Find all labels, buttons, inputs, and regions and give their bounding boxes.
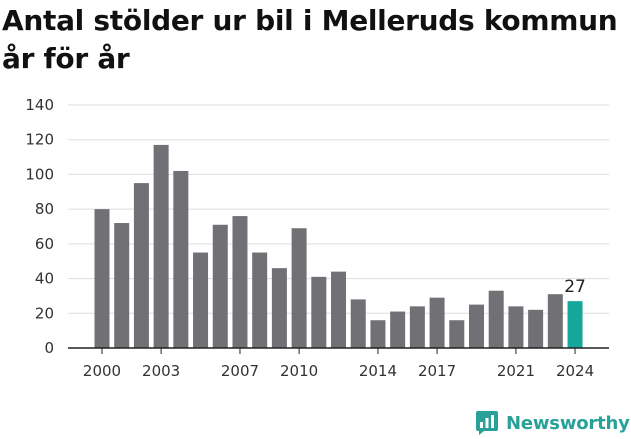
bar-2006 — [212, 224, 228, 348]
bar-2001 — [114, 223, 130, 348]
x-tick-label: 2007 — [221, 362, 259, 380]
bar-2018 — [449, 320, 465, 348]
x-tick-label: 2010 — [280, 362, 318, 380]
bar-chart-speech-icon — [476, 411, 498, 435]
bar-2019 — [468, 304, 484, 348]
bar-2017 — [429, 297, 445, 348]
data-labels: 27 — [564, 277, 586, 297]
bar-2023 — [547, 294, 563, 348]
bar-2004 — [173, 170, 189, 348]
x-tick-label: 2017 — [418, 362, 456, 380]
y-tick-label: 120 — [25, 131, 54, 149]
bar-2024 — [567, 301, 583, 348]
bar-2015 — [390, 311, 406, 348]
x-tick-label: 2003 — [142, 362, 180, 380]
y-tick-label: 60 — [35, 235, 54, 253]
bar-2009 — [271, 268, 287, 348]
bar-2020 — [488, 290, 504, 348]
bar-2010 — [291, 228, 307, 348]
bar-2008 — [252, 252, 268, 348]
bar-2000 — [94, 209, 110, 348]
y-tick-label: 140 — [25, 96, 54, 114]
bar-2005 — [193, 252, 209, 348]
newsworthy-logo: Newsworthy — [475, 408, 630, 438]
y-axis-ticks: 0 20 40 60 80 100 120 140 — [25, 96, 54, 357]
bar-2021 — [508, 306, 524, 348]
bar-2016 — [409, 306, 425, 348]
bar-2002 — [133, 183, 149, 348]
chart-title: Antal stölder ur bil i Melleruds kommun … — [2, 4, 618, 75]
bar-2013 — [350, 299, 366, 348]
bar-2003 — [153, 144, 169, 348]
brand-name: Newsworthy — [506, 412, 630, 434]
bar-2007 — [232, 216, 248, 348]
y-tick-label: 20 — [35, 304, 54, 322]
y-tick-label: 40 — [35, 270, 54, 288]
x-axis-ticks: 2000 2003 2007 2010 2014 2017 2021 2024 — [83, 348, 594, 380]
bar-2014 — [370, 320, 386, 348]
bar-2012 — [331, 271, 347, 348]
bar-2022 — [528, 309, 544, 348]
y-tick-label: 80 — [35, 200, 54, 218]
x-tick-label: 2014 — [359, 362, 397, 380]
bar-2011 — [311, 276, 327, 348]
x-tick-label: 2000 — [83, 362, 121, 380]
highlight-value-label: 27 — [564, 277, 586, 297]
x-tick-label: 2024 — [556, 362, 594, 380]
x-tick-label: 2021 — [497, 362, 535, 380]
y-tick-label: 0 — [44, 339, 54, 357]
bars — [94, 144, 583, 348]
y-tick-label: 100 — [25, 165, 54, 183]
